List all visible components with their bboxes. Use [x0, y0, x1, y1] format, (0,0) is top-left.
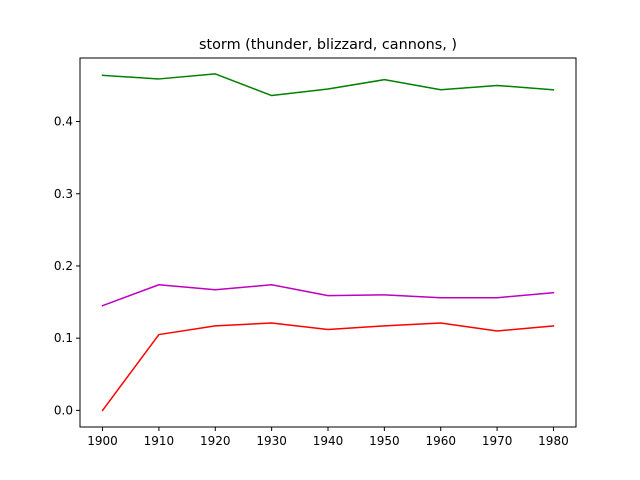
series-line-1	[101, 73, 555, 97]
x-axis: 1900 1910 1920 1930 1940 1950 1960 1970 1980	[87, 427, 569, 448]
x-tick-label: 1930	[256, 434, 287, 448]
x-tick-label: 1910	[144, 434, 175, 448]
series-line-3	[101, 322, 555, 412]
x-tick-label: 1900	[87, 434, 118, 448]
x-tick-label: 1940	[313, 434, 344, 448]
y-tick-label: 0.4	[54, 115, 73, 129]
y-tick-label: 0.1	[54, 331, 73, 345]
series-layer	[101, 73, 555, 412]
y-tick-label: 0.0	[54, 403, 73, 417]
chart-title: storm (thunder, blizzard, cannons, )	[199, 37, 457, 53]
x-tick-label: 1950	[369, 434, 400, 448]
y-axis: 0.0 0.1 0.2 0.3 0.4	[54, 115, 80, 417]
plot-area-frame	[79, 57, 577, 428]
y-tick-label: 0.3	[54, 187, 73, 201]
x-tick-label: 1980	[538, 434, 569, 448]
x-tick-label: 1970	[482, 434, 513, 448]
y-tick-label: 0.2	[54, 259, 73, 273]
series-line-2	[101, 283, 555, 307]
x-tick-label: 1920	[200, 434, 231, 448]
x-tick-label: 1960	[425, 434, 456, 448]
